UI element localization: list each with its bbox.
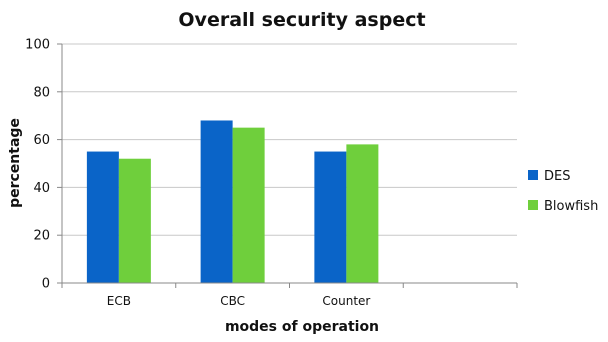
bar-blowfish-ecb bbox=[118, 158, 151, 283]
x-tick-label: ECB bbox=[107, 294, 131, 308]
legend-label-blowfish: Blowfish bbox=[544, 199, 598, 214]
y-tick-labels: 0 20 40 60 80 100 bbox=[25, 38, 50, 292]
chart-title: Overall security aspect bbox=[178, 9, 425, 31]
y-tick-label: 40 bbox=[33, 181, 50, 196]
bar-des-counter bbox=[314, 151, 347, 283]
legend-swatch-blowfish bbox=[528, 200, 538, 210]
x-tick-label: CBC bbox=[220, 294, 245, 308]
bar-blowfish-cbc bbox=[232, 127, 265, 284]
y-tick-label: 60 bbox=[33, 133, 50, 148]
y-tick-label: 100 bbox=[25, 38, 50, 53]
x-tick-labels: ECB CBC Counter bbox=[107, 294, 371, 308]
y-axis-title: percentage bbox=[7, 118, 23, 208]
bar-des-cbc bbox=[200, 120, 233, 283]
y-tick-label: 0 bbox=[42, 277, 50, 292]
bar-des-ecb bbox=[86, 151, 119, 283]
y-tick-label: 20 bbox=[33, 229, 50, 244]
x-axis-title: modes of operation bbox=[225, 319, 379, 335]
legend: DES Blowfish bbox=[528, 169, 598, 214]
legend-label-des: DES bbox=[544, 169, 570, 184]
axes-layer bbox=[57, 43, 518, 288]
y-tick-label: 80 bbox=[33, 85, 50, 100]
x-tick-label: Counter bbox=[322, 294, 370, 308]
bars-layer bbox=[86, 120, 379, 284]
legend-swatch-des bbox=[528, 170, 538, 180]
bar-blowfish-counter bbox=[346, 144, 379, 283]
